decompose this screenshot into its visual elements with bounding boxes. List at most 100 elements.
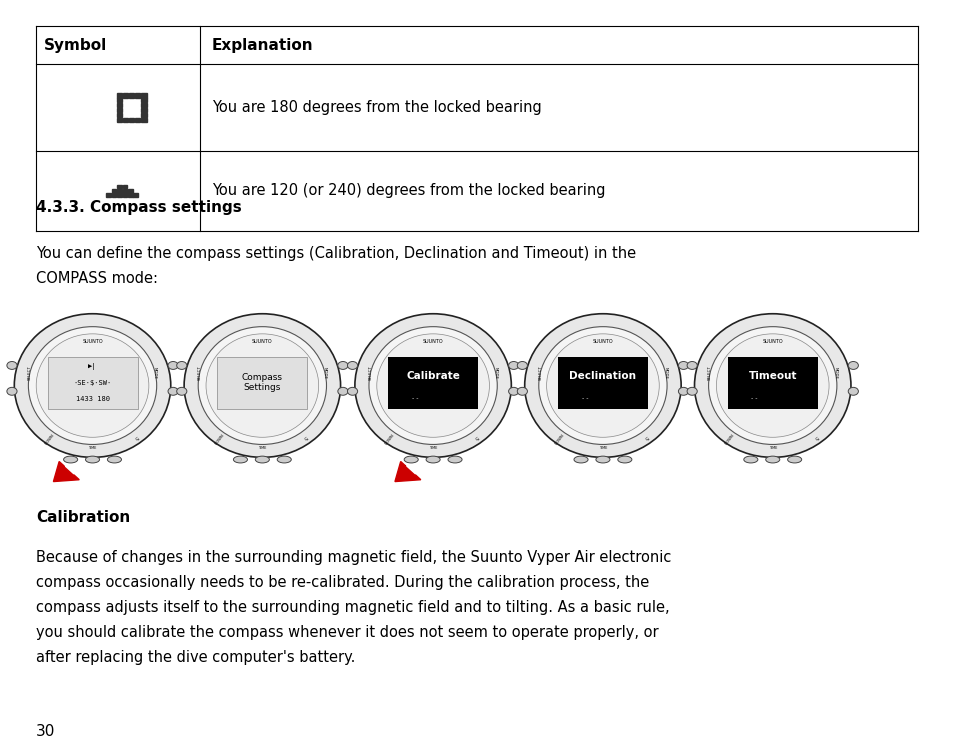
Bar [117, 184, 122, 188]
Ellipse shape [847, 387, 858, 395]
Text: Because of changes in the surrounding magnetic field, the Suunto Vyper Air elect: Because of changes in the surrounding ma… [36, 550, 671, 565]
Ellipse shape [546, 334, 659, 437]
Text: You are 180 degrees from the locked bearing: You are 180 degrees from the locked bear… [212, 101, 541, 115]
Ellipse shape [7, 387, 17, 395]
Text: SELECT: SELECT [707, 365, 711, 380]
Ellipse shape [355, 314, 511, 457]
Ellipse shape [337, 387, 348, 395]
Ellipse shape [176, 387, 187, 395]
Text: 1433 180: 1433 180 [75, 396, 110, 402]
Text: MODE: MODE [663, 367, 667, 379]
Text: DOWN: DOWN [723, 433, 735, 446]
Ellipse shape [29, 327, 156, 445]
Ellipse shape [508, 387, 518, 395]
Text: MODE: MODE [323, 367, 327, 379]
Text: UP: UP [132, 436, 138, 443]
Bar [122, 194, 127, 197]
Bar [112, 194, 116, 197]
Bar [106, 194, 111, 197]
Ellipse shape [787, 456, 801, 463]
Ellipse shape [347, 361, 357, 370]
Text: after replacing the dive computer's battery.: after replacing the dive computer's batt… [36, 650, 355, 665]
Ellipse shape [14, 314, 171, 457]
Bar [129, 94, 134, 98]
Text: - -: - - [751, 395, 758, 401]
Text: Timeout: Timeout [748, 371, 796, 382]
Bar [116, 94, 122, 98]
Ellipse shape [36, 334, 149, 437]
Bar [133, 194, 138, 197]
Bar [141, 94, 147, 98]
Text: TIME: TIME [598, 446, 606, 450]
Ellipse shape [686, 361, 697, 370]
Ellipse shape [716, 334, 828, 437]
Bar [141, 98, 147, 103]
Ellipse shape [426, 456, 439, 463]
Bar [123, 118, 128, 122]
Bar [116, 113, 122, 117]
FancyArrow shape [395, 461, 420, 482]
Text: COMPASS mode:: COMPASS mode: [36, 271, 158, 286]
Ellipse shape [108, 456, 121, 463]
Bar [117, 194, 122, 197]
Bar [116, 118, 122, 122]
Bar [122, 189, 127, 193]
Ellipse shape [694, 314, 850, 457]
Ellipse shape [508, 361, 518, 370]
Ellipse shape [404, 456, 417, 463]
Text: Calibration: Calibration [36, 510, 131, 525]
Ellipse shape [847, 361, 858, 370]
Text: ·SE·$·SW·: ·SE·$·SW· [73, 380, 112, 386]
Text: SELECT: SELECT [368, 365, 372, 380]
Text: TIME: TIME [258, 446, 266, 450]
Text: Calibrate: Calibrate [406, 371, 459, 382]
Text: Symbol: Symbol [44, 38, 107, 53]
Ellipse shape [168, 361, 178, 370]
Text: you should calibrate the compass whenever it does not seem to operate properly, : you should calibrate the compass wheneve… [36, 625, 659, 640]
Ellipse shape [198, 327, 326, 445]
Text: compass occasionally needs to be re-calibrated. During the calibration process, : compass occasionally needs to be re-cali… [36, 575, 649, 590]
Text: compass adjusts itself to the surrounding magnetic field and to tilting. As a ba: compass adjusts itself to the surroundin… [36, 600, 669, 615]
Ellipse shape [277, 456, 291, 463]
Text: DOWN: DOWN [554, 433, 565, 446]
Text: Declination: Declination [569, 371, 636, 382]
Ellipse shape [64, 456, 77, 463]
Ellipse shape [176, 361, 187, 370]
Text: MODE: MODE [833, 367, 837, 379]
Bar [122, 184, 127, 188]
Text: TIME: TIME [429, 446, 436, 450]
Text: SELECT: SELECT [197, 365, 201, 380]
Bar [388, 357, 477, 408]
Text: DOWN: DOWN [44, 433, 55, 446]
Bar [217, 357, 307, 408]
Bar [141, 118, 147, 122]
Bar [116, 104, 122, 107]
Text: UP: UP [473, 436, 478, 443]
Ellipse shape [517, 361, 527, 370]
Text: SUUNTO: SUUNTO [761, 339, 782, 343]
Bar [128, 194, 132, 197]
Text: DOWN: DOWN [213, 433, 225, 446]
Text: UP: UP [642, 436, 648, 443]
Text: MODE: MODE [494, 367, 497, 379]
Bar [48, 357, 137, 408]
Text: ▶|: ▶| [89, 363, 96, 370]
Text: UP: UP [812, 436, 818, 443]
Bar [135, 94, 140, 98]
Bar [117, 189, 122, 193]
Text: SELECT: SELECT [537, 365, 541, 380]
Ellipse shape [347, 387, 357, 395]
Bar [135, 118, 140, 122]
Ellipse shape [233, 456, 247, 463]
Ellipse shape [255, 456, 269, 463]
Bar [123, 94, 128, 98]
Text: 30: 30 [36, 724, 55, 739]
Text: - -: - - [412, 395, 418, 401]
Ellipse shape [86, 456, 99, 463]
Ellipse shape [765, 456, 779, 463]
Ellipse shape [678, 361, 688, 370]
Ellipse shape [376, 334, 489, 437]
Bar [141, 104, 147, 107]
Bar [727, 357, 817, 408]
Bar [558, 357, 647, 408]
